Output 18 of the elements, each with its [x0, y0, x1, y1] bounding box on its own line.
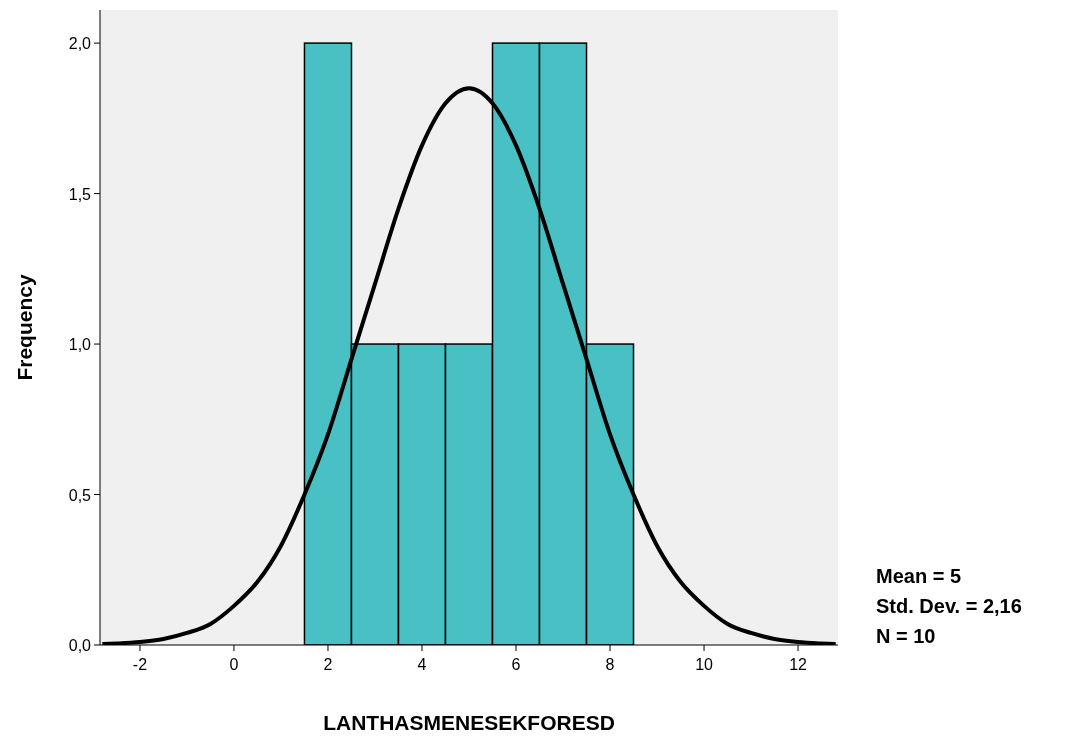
x-tick-label: 0	[229, 656, 239, 673]
y-tick-label: 0,5	[68, 486, 92, 504]
y-tick-label: 0,0	[68, 637, 92, 654]
text: Std. Dev. = 2,16	[876, 595, 1022, 617]
text: N = 10	[876, 625, 936, 647]
x-tick-label: -2	[132, 656, 148, 673]
x-tick-label: 6	[511, 656, 521, 673]
x-tick-label: 10	[695, 656, 714, 673]
x-tick-label: 8	[605, 656, 615, 673]
x-axis-title: LANTHASMENESEKFORESD	[323, 711, 615, 734]
y-tick-label: 1,0	[68, 336, 92, 354]
x-tick-label: 4	[417, 656, 427, 673]
y-axis-title: Frequency	[13, 274, 36, 381]
text: Mean = 5	[876, 565, 962, 587]
x-tick-label: 2	[323, 656, 333, 673]
y-tick-label: 2,0	[68, 35, 92, 53]
y-tick-label: 1,5	[68, 185, 92, 203]
x-tick-label: 12	[789, 656, 808, 673]
